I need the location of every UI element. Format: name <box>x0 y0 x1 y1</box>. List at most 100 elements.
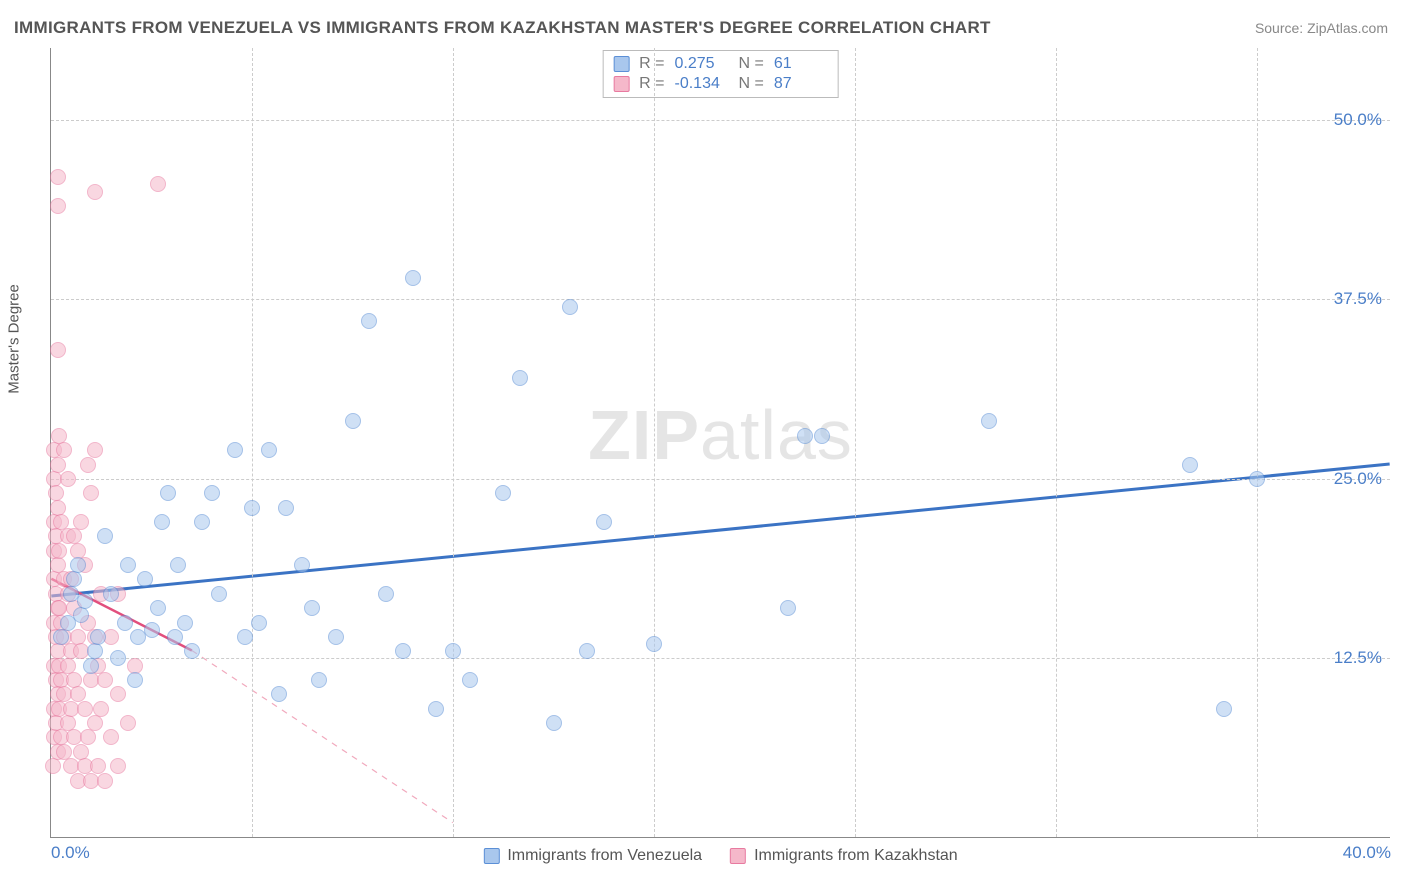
data-point-a <box>77 593 93 609</box>
data-point-a <box>170 557 186 573</box>
y-axis-label: Master's Degree <box>6 284 23 394</box>
data-point-a <box>110 650 126 666</box>
data-point-b <box>73 744 89 760</box>
data-point-b <box>110 758 126 774</box>
data-point-a <box>405 270 421 286</box>
data-point-a <box>184 643 200 659</box>
watermark-rest: atlas <box>700 396 853 474</box>
data-point-b <box>70 629 86 645</box>
legend-item: Immigrants from Venezuela <box>483 847 702 865</box>
data-point-b <box>60 471 76 487</box>
data-point-a <box>361 313 377 329</box>
legend-swatch <box>613 76 629 92</box>
data-point-a <box>294 557 310 573</box>
data-point-a <box>120 557 136 573</box>
data-point-a <box>797 428 813 444</box>
gridline-v <box>855 48 856 837</box>
data-point-a <box>304 600 320 616</box>
data-point-a <box>311 672 327 688</box>
x-tick-label: 40.0% <box>1343 843 1391 863</box>
legend-stats: R = 0.275 N = 61 R = -0.134N = 87 <box>602 50 839 98</box>
data-point-a <box>495 485 511 501</box>
data-point-a <box>97 528 113 544</box>
data-point-b <box>66 672 82 688</box>
data-point-b <box>50 342 66 358</box>
data-point-b <box>50 457 66 473</box>
data-point-a <box>103 586 119 602</box>
data-point-a <box>579 643 595 659</box>
data-point-a <box>194 514 210 530</box>
data-point-b <box>97 672 113 688</box>
data-point-a <box>137 571 153 587</box>
data-point-a <box>345 413 361 429</box>
data-point-a <box>154 514 170 530</box>
data-point-a <box>167 629 183 645</box>
legend-label: Immigrants from Kazakhstan <box>754 847 958 865</box>
legend-stat-row: R = -0.134N = 87 <box>613 75 828 93</box>
legend-r-value: -0.134 <box>675 75 729 93</box>
legend-n-label: N = <box>739 55 764 73</box>
legend-r-label: R = <box>639 75 664 93</box>
data-point-b <box>56 442 72 458</box>
legend-r-label: R = <box>639 55 664 73</box>
data-point-a <box>227 442 243 458</box>
data-point-b <box>110 686 126 702</box>
data-point-b <box>73 514 89 530</box>
data-point-a <box>73 607 89 623</box>
gridline-v <box>453 48 454 837</box>
gridline-v <box>1257 48 1258 837</box>
data-point-a <box>70 557 86 573</box>
legend-r-value: 0.275 <box>675 55 729 73</box>
data-point-b <box>50 500 66 516</box>
y-tick-label: 12.5% <box>1334 648 1382 668</box>
data-point-b <box>87 184 103 200</box>
data-point-a <box>177 615 193 631</box>
data-point-b <box>80 457 96 473</box>
data-point-a <box>90 629 106 645</box>
data-point-a <box>328 629 344 645</box>
legend-swatch <box>730 848 746 864</box>
data-point-a <box>117 615 133 631</box>
data-point-a <box>271 686 287 702</box>
data-point-a <box>562 299 578 315</box>
data-point-a <box>462 672 478 688</box>
legend-swatch <box>483 848 499 864</box>
data-point-b <box>51 543 67 559</box>
legend-label: Immigrants from Venezuela <box>507 847 702 865</box>
data-point-a <box>144 622 160 638</box>
data-point-a <box>204 485 220 501</box>
y-tick-label: 25.0% <box>1334 469 1382 489</box>
data-point-a <box>53 629 69 645</box>
data-point-b <box>87 715 103 731</box>
data-point-a <box>1216 701 1232 717</box>
data-point-a <box>780 600 796 616</box>
data-point-a <box>1249 471 1265 487</box>
data-point-a <box>211 586 227 602</box>
data-point-b <box>150 176 166 192</box>
data-point-a <box>445 643 461 659</box>
data-point-b <box>66 528 82 544</box>
y-tick-label: 50.0% <box>1334 110 1382 130</box>
data-point-b <box>93 701 109 717</box>
chart-title: IMMIGRANTS FROM VENEZUELA VS IMMIGRANTS … <box>14 18 991 38</box>
data-point-b <box>45 758 61 774</box>
data-point-a <box>150 600 166 616</box>
data-point-a <box>87 643 103 659</box>
data-point-a <box>512 370 528 386</box>
y-tick-label: 37.5% <box>1334 289 1382 309</box>
legend-n-value: 61 <box>774 55 828 73</box>
data-point-b <box>83 485 99 501</box>
bottom-legend: Immigrants from Venezuela Immigrants from… <box>483 847 957 865</box>
data-point-a <box>160 485 176 501</box>
data-point-b <box>50 198 66 214</box>
data-point-b <box>120 715 136 731</box>
data-point-b <box>103 729 119 745</box>
data-point-a <box>981 413 997 429</box>
data-point-a <box>261 442 277 458</box>
data-point-a <box>596 514 612 530</box>
data-point-a <box>251 615 267 631</box>
data-point-b <box>50 169 66 185</box>
data-point-a <box>546 715 562 731</box>
gridline-v <box>654 48 655 837</box>
plot-area: ZIPatlas R = 0.275N = 61R = -0.134N = 87… <box>50 48 1390 838</box>
